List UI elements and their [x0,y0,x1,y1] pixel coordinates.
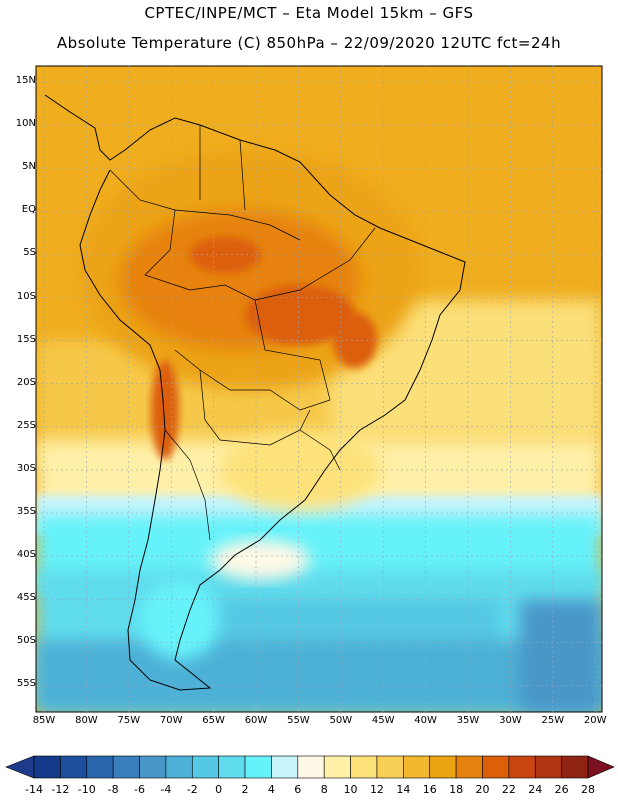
lat-label: 25S [16,419,36,431]
lat-label: EQ [21,204,36,216]
south-america-coastline [44,94,466,691]
colorbar-swatch [508,755,536,779]
map-frame [35,65,603,713]
colorbar-swatch [165,755,193,779]
lon-label: 45W [371,715,395,726]
colorbar-swatch [191,755,219,779]
map-title: CPTEC/INPE/MCT – Eta Model 15km – GFS [144,4,474,22]
colorbar-swatch [376,755,404,779]
lon-label: 65W [202,715,225,726]
colorbar-swatch [60,755,88,779]
colorbar-swatch [112,755,140,779]
colorbar-label: -8 [107,783,119,796]
colorbar-swatch [323,755,351,779]
colorbar-swatch [429,755,457,779]
lat-label: 55S [16,678,36,690]
colorbar-label: 26 [554,783,569,796]
colorbar-label: 14 [396,783,411,796]
lat-label: 20S [16,376,36,388]
colorbar-swatch [561,755,589,779]
colorbar-swatch [218,755,246,779]
colorbar-swatch [455,755,483,779]
colorbar-label: -4 [160,783,172,796]
lat-label: 5S [23,247,36,259]
lon-label: 20W [583,715,607,726]
colorbar-label: 10 [343,783,358,796]
lon-label: 40W [414,715,437,726]
lat-label: 5N [22,161,36,173]
colorbar-label: 2 [241,783,249,796]
lat-label: 40S [16,549,36,561]
lon-label: 30W [499,715,522,726]
colorbar-swatch [244,755,272,779]
colorbar-label: 12 [369,783,384,796]
country-borders [109,125,376,541]
colorbar-min-arrow [5,755,35,779]
lat-label: 10N [15,118,36,130]
lon-label: 50W [329,715,353,726]
lat-label: 10S [16,290,36,302]
lon-label: 80W [75,715,98,726]
colorbar-label: -12 [51,783,70,796]
colorbar-swatch [297,755,325,779]
lon-label: 85W [32,715,56,726]
lat-label: 45S [16,592,36,604]
colorbar-swatch [33,755,61,779]
lat-label: 30S [16,462,36,474]
colorbar-swatch [271,755,299,779]
colorbar-swatch [86,755,114,779]
colorbar-swatch [403,755,431,779]
map-subtitle: Absolute Temperature (C) 850hPa – 22/09/… [56,34,562,52]
colorbar-swatch [482,755,510,779]
colorbar-label: -10 [77,783,96,796]
lon-label: 55W [287,715,310,726]
colorbar-label: 20 [475,783,490,796]
colorbar-label: 16 [422,783,437,796]
colorbar-label: 0 [215,783,223,796]
lat-label: 15S [16,333,36,345]
colorbar-label: 24 [528,783,543,796]
lon-label: 75W [117,715,141,726]
graticule-grid [36,66,602,712]
colorbar-label: 8 [320,783,328,796]
lat-label: 50S [16,635,36,647]
colorbar-label: -2 [186,783,198,796]
lat-label: 35S [16,506,36,517]
lon-label: 25W [541,715,565,726]
colorbar-swatch [534,755,562,779]
colorbar-label: 4 [267,783,275,796]
colorbar-label: -6 [134,783,145,796]
colorbar-swatch [350,755,378,779]
colorbar-label: 18 [449,783,464,796]
temperature-field [36,66,602,712]
colorbar-swatch [139,755,167,779]
colorbar [5,755,615,779]
colorbar-label: 28 [581,783,595,796]
colorbar-label: 6 [294,783,302,796]
colorbar-label: -14 [25,783,43,796]
lon-label: 60W [244,715,268,726]
colorbar-max-arrow [587,755,615,779]
lon-label: 70W [159,715,183,726]
lon-label: 35W [456,715,480,726]
lat-label: 15N [15,75,36,86]
colorbar-label: 22 [501,783,516,796]
